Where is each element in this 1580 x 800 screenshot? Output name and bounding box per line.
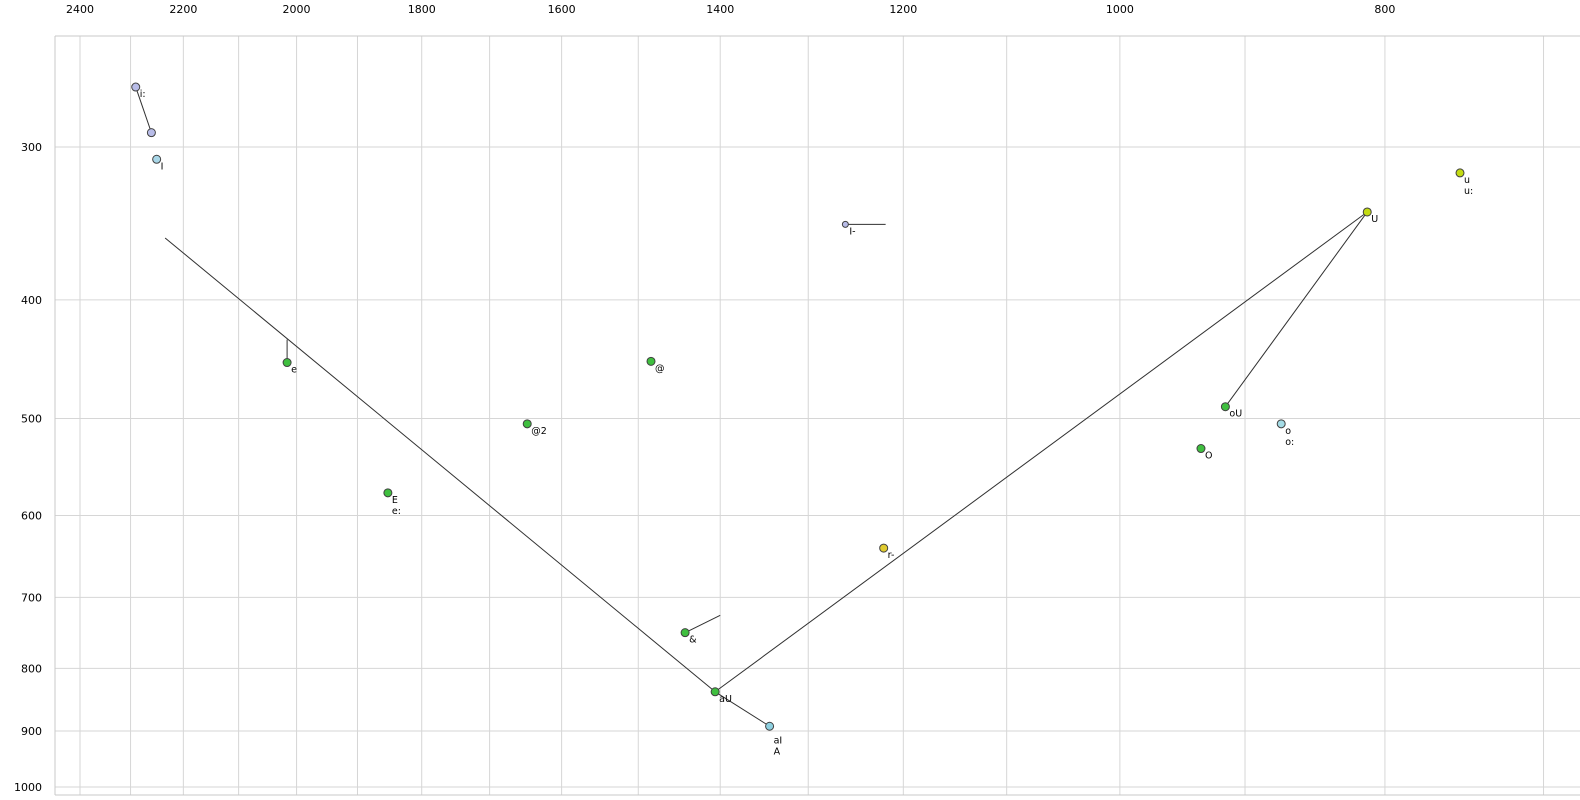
point-label: @ bbox=[655, 363, 665, 374]
data-point bbox=[765, 721, 775, 731]
data-point bbox=[1196, 444, 1206, 454]
segment-ai-trajectory bbox=[164, 237, 716, 693]
point-label: oU bbox=[1229, 409, 1242, 420]
point-label: U bbox=[1371, 214, 1378, 225]
data-point bbox=[522, 419, 532, 429]
point-label: @2 bbox=[531, 426, 547, 437]
x-tick-label: 2000 bbox=[283, 3, 311, 16]
point-label: i: bbox=[140, 89, 146, 100]
x-tick-label: 1000 bbox=[1106, 3, 1134, 16]
y-tick-label: 700 bbox=[21, 591, 42, 604]
y-tick-label: 500 bbox=[21, 413, 42, 426]
data-point bbox=[841, 220, 849, 228]
segment-au-trajectory bbox=[714, 211, 1368, 693]
data-point bbox=[1276, 419, 1286, 429]
data-point bbox=[646, 356, 656, 366]
y-tick-label: 800 bbox=[21, 662, 42, 675]
point-label: O bbox=[1205, 451, 1212, 462]
x-tick-label: 1200 bbox=[889, 3, 917, 16]
data-point bbox=[1455, 168, 1465, 178]
x-tick-label: 2200 bbox=[169, 3, 197, 16]
data-point bbox=[879, 543, 889, 553]
y-tick-label: 1000 bbox=[14, 781, 42, 794]
y-tick-label: 900 bbox=[21, 725, 42, 738]
point-label: e: bbox=[392, 506, 401, 517]
x-tick-label: 800 bbox=[1374, 3, 1395, 16]
data-point bbox=[282, 358, 292, 368]
point-label: & bbox=[689, 635, 697, 646]
data-point bbox=[131, 82, 141, 92]
data-point bbox=[383, 488, 393, 498]
y-tick-label: 600 bbox=[21, 509, 42, 522]
data-point bbox=[680, 628, 690, 638]
segment-i-glide bbox=[135, 86, 152, 133]
point-label: E bbox=[392, 495, 398, 506]
point-label: r- bbox=[888, 550, 895, 561]
point-label: o bbox=[1285, 426, 1291, 437]
data-point bbox=[152, 154, 162, 164]
data-point bbox=[1362, 207, 1372, 217]
x-tick-label: 2400 bbox=[66, 3, 94, 16]
point-label: o: bbox=[1285, 437, 1294, 448]
point-label: A bbox=[774, 746, 781, 757]
point-label: I bbox=[161, 161, 164, 172]
point-label: aI bbox=[774, 735, 783, 746]
data-point bbox=[146, 128, 156, 138]
point-label: e bbox=[291, 365, 297, 376]
segment-au-ai-link bbox=[714, 691, 770, 727]
data-point bbox=[1220, 402, 1230, 412]
point-label: aU bbox=[719, 694, 732, 705]
x-tick-label: 1800 bbox=[408, 3, 436, 16]
x-tick-label: 1400 bbox=[706, 3, 734, 16]
y-tick-label: 400 bbox=[21, 294, 42, 307]
point-label: I- bbox=[849, 226, 855, 237]
y-tick-label: 300 bbox=[21, 141, 42, 154]
x-tick-label: 1600 bbox=[548, 3, 576, 16]
data-point bbox=[710, 687, 720, 697]
segment-ae-tick bbox=[684, 614, 721, 634]
point-label: u bbox=[1464, 175, 1470, 186]
segment-ou-trajectory bbox=[1224, 211, 1368, 408]
point-label: u: bbox=[1464, 186, 1473, 197]
